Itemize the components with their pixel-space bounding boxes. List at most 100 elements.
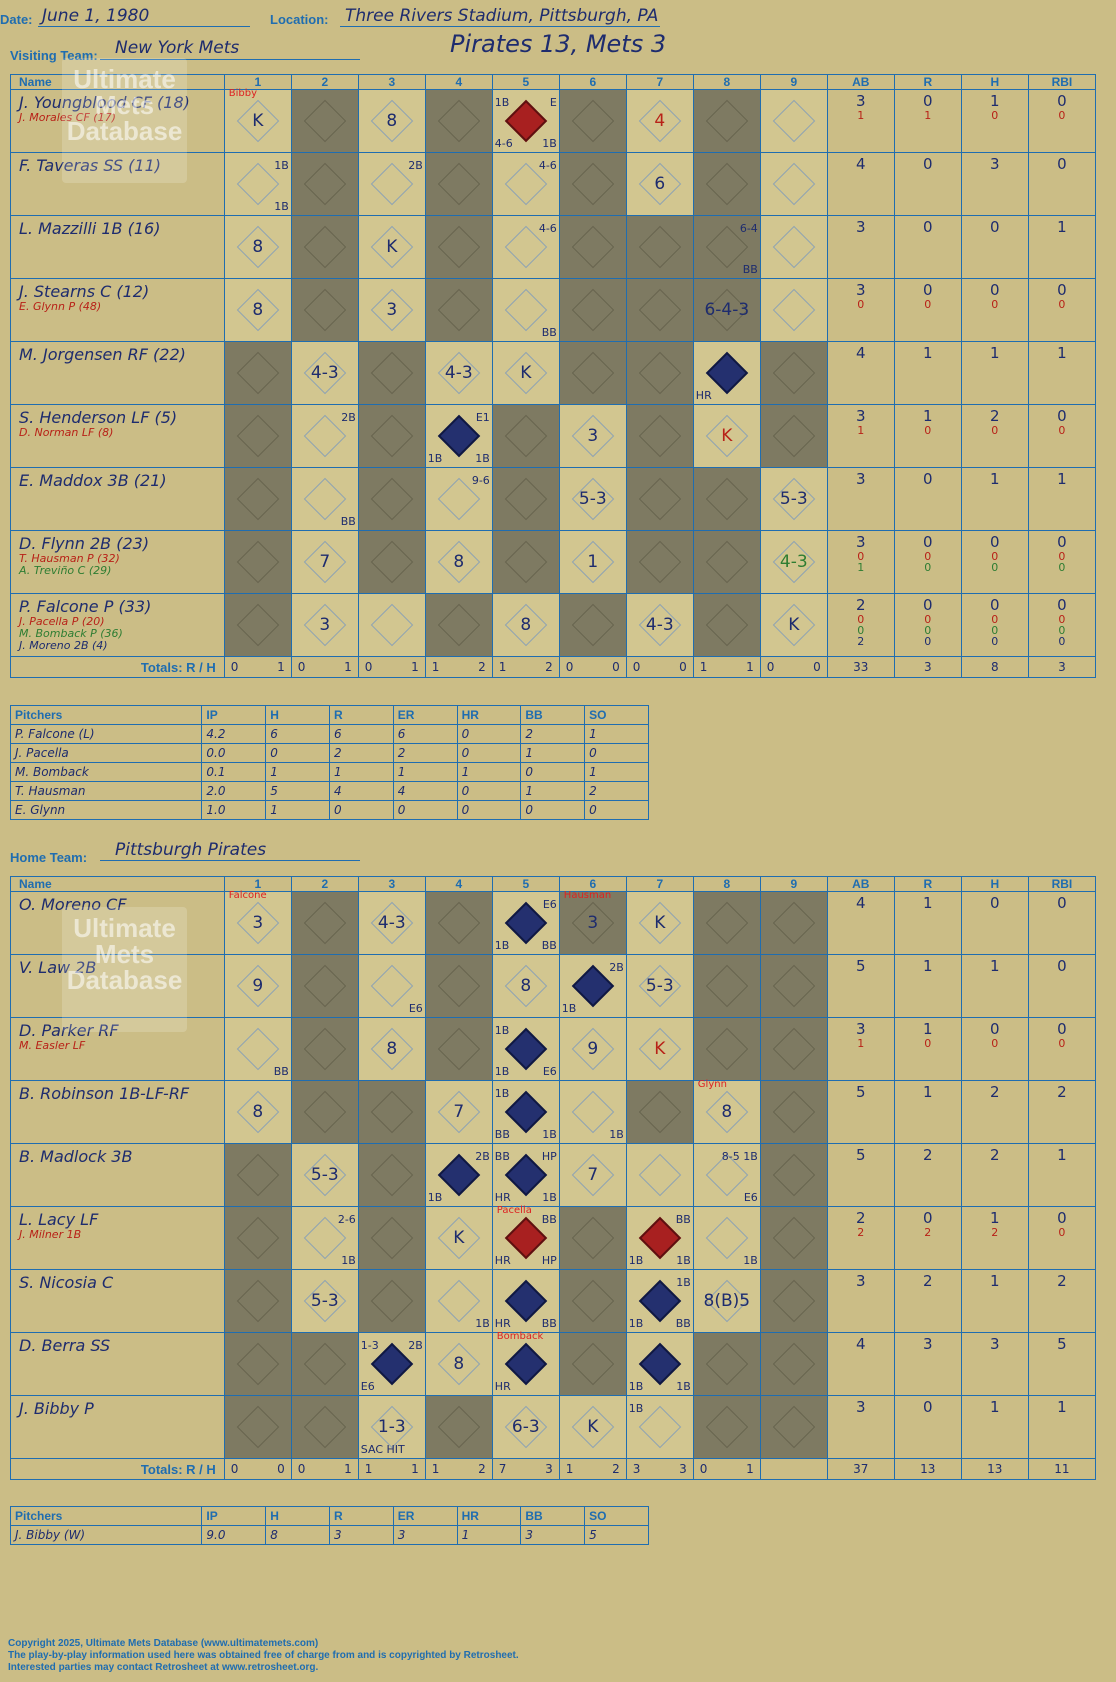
pitching-stat: 4: [392, 781, 458, 801]
pitcher-name: T. Hausman: [9, 781, 203, 801]
pitching-stat: 0: [520, 800, 586, 820]
basepath-diamond: [303, 414, 347, 458]
base-note: 1B: [494, 1024, 510, 1037]
pitcher-row: T. Hausman 2.0 5 4 4 0 1 2: [9, 781, 649, 801]
stat-cell: 0: [1027, 891, 1097, 955]
stat-cell: 0: [893, 467, 962, 531]
at-bat-cell: [692, 152, 761, 216]
stat-cell: 1: [960, 1269, 1029, 1333]
basepath-diamond: [504, 1279, 548, 1323]
pitching-stat: 1: [584, 724, 649, 744]
pitching-header: BB: [520, 1506, 586, 1526]
stat-value: 0: [990, 596, 1000, 614]
stat-value: 0: [923, 1398, 933, 1416]
sub-stat-value: 0: [991, 624, 999, 637]
at-bat-cell: [491, 467, 560, 531]
at-bat-cell: [357, 530, 426, 594]
stat-cell: 3: [826, 467, 895, 531]
stat-value: 0: [923, 596, 933, 614]
at-bat-cell: 4-3: [290, 341, 359, 405]
at-bat-cell: 5-3: [759, 467, 828, 531]
at-bat-cell: 5-3: [290, 1269, 359, 1333]
at-bat-cell: [290, 89, 359, 153]
base-note: 1B: [542, 1128, 557, 1141]
at-bat-cell: 1B E 4-6 1B: [491, 89, 560, 153]
pitcher-change-note: Bibby: [228, 88, 258, 99]
at-bat-cell: [424, 1395, 493, 1459]
inning-runs: 0: [565, 660, 574, 674]
at-bat-cell: E6 1B BB: [491, 891, 560, 955]
home-team-label: Home Team:: [10, 850, 88, 865]
inning-header: 7: [625, 74, 694, 90]
base-note: E6: [408, 1002, 423, 1015]
inning-header: 7: [625, 876, 694, 892]
basepath-diamond: [638, 477, 682, 521]
sub-stat-value: 0: [924, 613, 932, 626]
batter-name: E. Maddox 3B (21): [19, 471, 167, 490]
basepath-diamond: [772, 901, 816, 945]
batter-name: D. Flynn 2B (23): [19, 534, 150, 553]
base-note: 1B: [628, 1254, 644, 1267]
batter-name: V. Law 2B: [19, 958, 97, 977]
base-note: 1B: [628, 1317, 644, 1330]
basepath-diamond: [705, 1405, 749, 1449]
at-bat-cell: [692, 954, 761, 1018]
visiting-underline: [100, 59, 360, 60]
stat-value: 4: [856, 894, 866, 912]
sub-stat-value: 0: [991, 1037, 999, 1050]
basepath-diamond: [303, 1342, 347, 1386]
at-bat-cell: [290, 1017, 359, 1081]
basepath-diamond: [370, 1090, 414, 1134]
basepath-diamond: [772, 414, 816, 458]
batter-row: D. Berra SS 1-3 2B E6 8 Bomback HR 1B 1B 4 3 3 5: [10, 1331, 1097, 1396]
game-date: June 1, 1980: [42, 6, 150, 26]
play-result: 5-3: [645, 976, 674, 996]
at-bat-cell: [290, 1332, 359, 1396]
stat-cell: 4: [826, 152, 895, 216]
base-note: 1B: [628, 1380, 644, 1393]
stat-value: 3: [856, 407, 866, 425]
base-note: 1B: [494, 1065, 510, 1078]
basepath-diamond: [772, 288, 816, 332]
at-bat-cell: [692, 89, 761, 153]
play-result: K: [252, 111, 264, 131]
inning-hits: 2: [478, 1462, 486, 1476]
stat-total: 13: [893, 1458, 962, 1480]
base-note: 1B: [341, 1254, 356, 1267]
location-label: Location:: [270, 12, 329, 27]
pitching-stat: 1: [392, 762, 458, 782]
stat-value: 0: [990, 894, 1000, 912]
at-bat-cell: 6-4-3: [692, 278, 761, 342]
basepath-diamond: [437, 901, 481, 945]
at-bat-cell: [357, 467, 426, 531]
base-note: BB: [541, 1213, 557, 1226]
play-result: 8: [386, 1039, 398, 1059]
inning-hits: 0: [813, 660, 821, 674]
stat-header: H: [960, 74, 1029, 90]
pitching-stat: 0: [392, 800, 458, 820]
inning-hits: 1: [411, 1462, 419, 1476]
pitching-stat: 9.0: [201, 1525, 267, 1545]
basepath-diamond: [370, 351, 414, 395]
basepath-diamond: [370, 603, 414, 647]
inning-hits: 2: [612, 1462, 620, 1476]
footer: Copyright 2025, Ultimate Mets Database (…: [8, 1638, 519, 1674]
sub-stat-value: 0: [1058, 1037, 1066, 1050]
pitching-stat: 0: [265, 743, 330, 763]
basepath-diamond: [705, 901, 749, 945]
at-bat-cell: 1B: [625, 1395, 694, 1459]
base-note: BB: [541, 939, 557, 952]
batter-name: S. Henderson LF (5): [19, 408, 178, 427]
base-note: 4-6: [538, 159, 557, 172]
pitching-stat: 5: [265, 781, 330, 801]
at-bat-cell: K: [692, 404, 761, 468]
inning-header: 5: [491, 876, 560, 892]
at-bat-cell: [223, 341, 292, 405]
sub-stat-value: 0: [1058, 1226, 1066, 1239]
inning-hits: 0: [612, 660, 620, 674]
at-bat-cell: 1B 1B: [625, 1332, 694, 1396]
inning-header: 4: [424, 74, 493, 90]
